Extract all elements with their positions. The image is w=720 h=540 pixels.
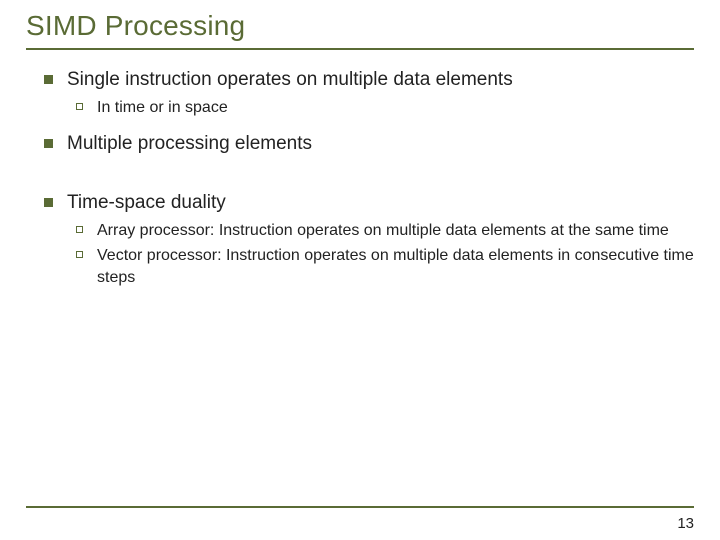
list-item: In time or in space [76, 97, 694, 119]
bullet-text: Time-space duality [67, 191, 226, 216]
hollow-square-bullet-icon [76, 226, 83, 233]
square-bullet-icon [44, 198, 53, 207]
title-divider [26, 48, 694, 50]
list-item: Multiple processing elements [44, 132, 694, 157]
page-number: 13 [677, 515, 694, 532]
bullet-text: Multiple processing elements [67, 132, 312, 157]
list-item: Array processor: Instruction operates on… [76, 220, 694, 242]
list-item: Single instruction operates on multiple … [44, 68, 694, 93]
list-item: Vector processor: Instruction operates o… [76, 245, 694, 288]
content-area: Single instruction operates on multiple … [26, 68, 694, 288]
hollow-square-bullet-icon [76, 251, 83, 258]
list-item: Time-space duality [44, 191, 694, 216]
bullet-text: In time or in space [97, 97, 228, 119]
term-array-processor: Array processor [97, 222, 210, 239]
term-vector-processor: Vector processor [97, 247, 217, 264]
slide-container: SIMD Processing Single instruction opera… [0, 0, 720, 540]
bullet-text: Single instruction operates on multiple … [67, 68, 513, 93]
bullet-text: Array processor: Instruction operates on… [97, 220, 669, 242]
bullet-text: Vector processor: Instruction operates o… [97, 245, 694, 288]
hollow-square-bullet-icon [76, 103, 83, 110]
footer-divider [26, 506, 694, 508]
square-bullet-icon [44, 139, 53, 148]
square-bullet-icon [44, 75, 53, 84]
page-title: SIMD Processing [26, 10, 694, 42]
bullet-tail: : Instruction operates on multiple data … [210, 222, 669, 239]
